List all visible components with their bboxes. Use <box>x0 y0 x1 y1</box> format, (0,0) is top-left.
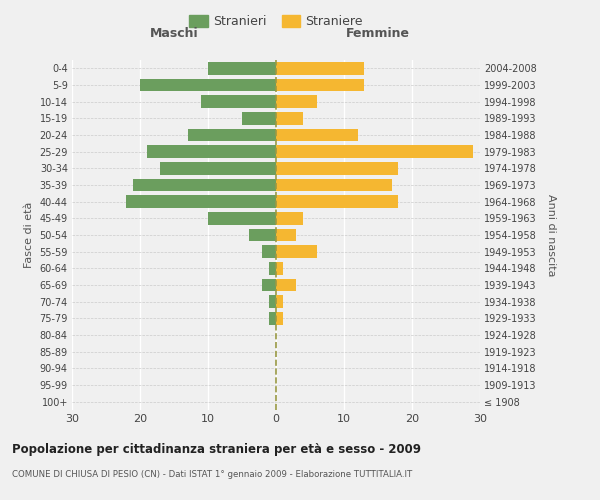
Bar <box>276 162 398 174</box>
Bar <box>276 129 358 141</box>
Bar <box>276 62 364 74</box>
Bar <box>147 146 276 158</box>
Bar <box>269 312 276 324</box>
Bar <box>208 212 276 224</box>
Bar <box>208 62 276 74</box>
Legend: Stranieri, Straniere: Stranieri, Straniere <box>184 10 368 34</box>
Bar <box>249 229 276 241</box>
Bar <box>276 179 392 192</box>
Bar <box>276 262 283 274</box>
Text: Femmine: Femmine <box>346 27 410 40</box>
Bar <box>201 96 276 108</box>
Bar <box>276 79 364 92</box>
Bar <box>133 179 276 192</box>
Bar <box>276 96 317 108</box>
Bar <box>276 279 296 291</box>
Text: Maschi: Maschi <box>149 27 199 40</box>
Bar <box>242 112 276 124</box>
Bar <box>127 196 276 208</box>
Bar <box>276 246 317 258</box>
Y-axis label: Anni di nascita: Anni di nascita <box>547 194 556 276</box>
Bar <box>276 112 303 124</box>
Bar <box>276 212 303 224</box>
Bar <box>160 162 276 174</box>
Bar <box>188 129 276 141</box>
Bar <box>276 146 473 158</box>
Bar <box>269 262 276 274</box>
Bar <box>276 196 398 208</box>
Bar <box>276 296 283 308</box>
Text: COMUNE DI CHIUSA DI PESIO (CN) - Dati ISTAT 1° gennaio 2009 - Elaborazione TUTTI: COMUNE DI CHIUSA DI PESIO (CN) - Dati IS… <box>12 470 412 479</box>
Text: Popolazione per cittadinanza straniera per età e sesso - 2009: Popolazione per cittadinanza straniera p… <box>12 442 421 456</box>
Bar <box>262 246 276 258</box>
Bar <box>140 79 276 92</box>
Y-axis label: Fasce di età: Fasce di età <box>24 202 34 268</box>
Bar <box>269 296 276 308</box>
Bar <box>276 312 283 324</box>
Bar <box>262 279 276 291</box>
Bar <box>276 229 296 241</box>
